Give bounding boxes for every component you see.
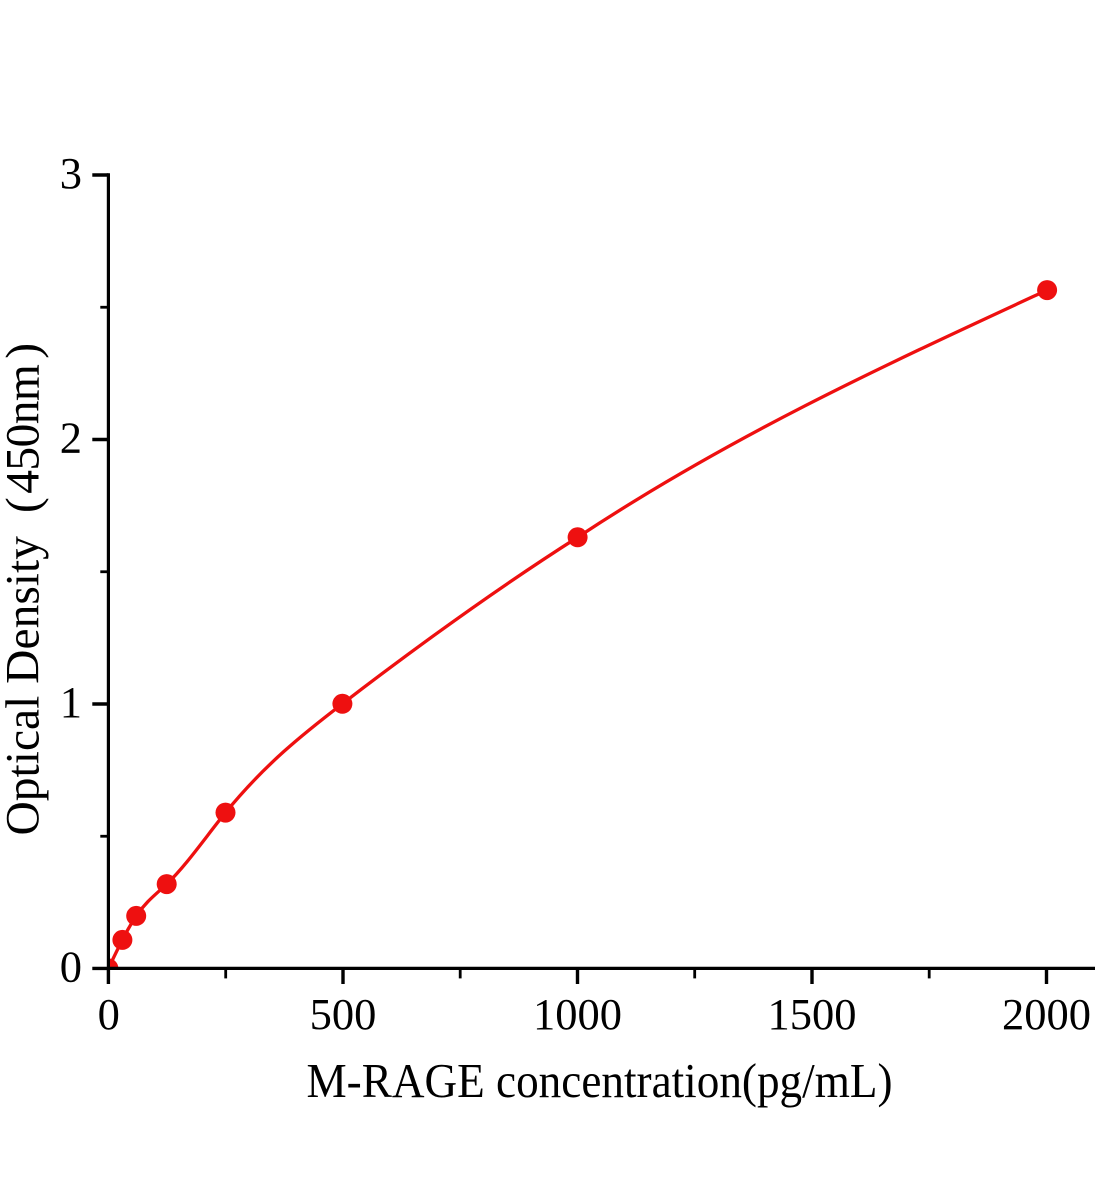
svg-text:1: 1 bbox=[60, 677, 82, 727]
svg-text:0: 0 bbox=[98, 989, 120, 1039]
svg-text:M-RAGE concentration(pg/mL): M-RAGE concentration(pg/mL) bbox=[307, 1055, 893, 1108]
svg-text:0: 0 bbox=[60, 942, 82, 992]
svg-text:500: 500 bbox=[310, 989, 377, 1039]
svg-text:2: 2 bbox=[60, 413, 82, 463]
svg-text:3: 3 bbox=[60, 148, 82, 198]
svg-text:Optical Density(450nm): Optical Density(450nm) bbox=[0, 343, 50, 836]
svg-text:1500: 1500 bbox=[768, 989, 857, 1039]
svg-text:1000: 1000 bbox=[533, 989, 622, 1039]
svg-text:2000: 2000 bbox=[1002, 989, 1091, 1039]
